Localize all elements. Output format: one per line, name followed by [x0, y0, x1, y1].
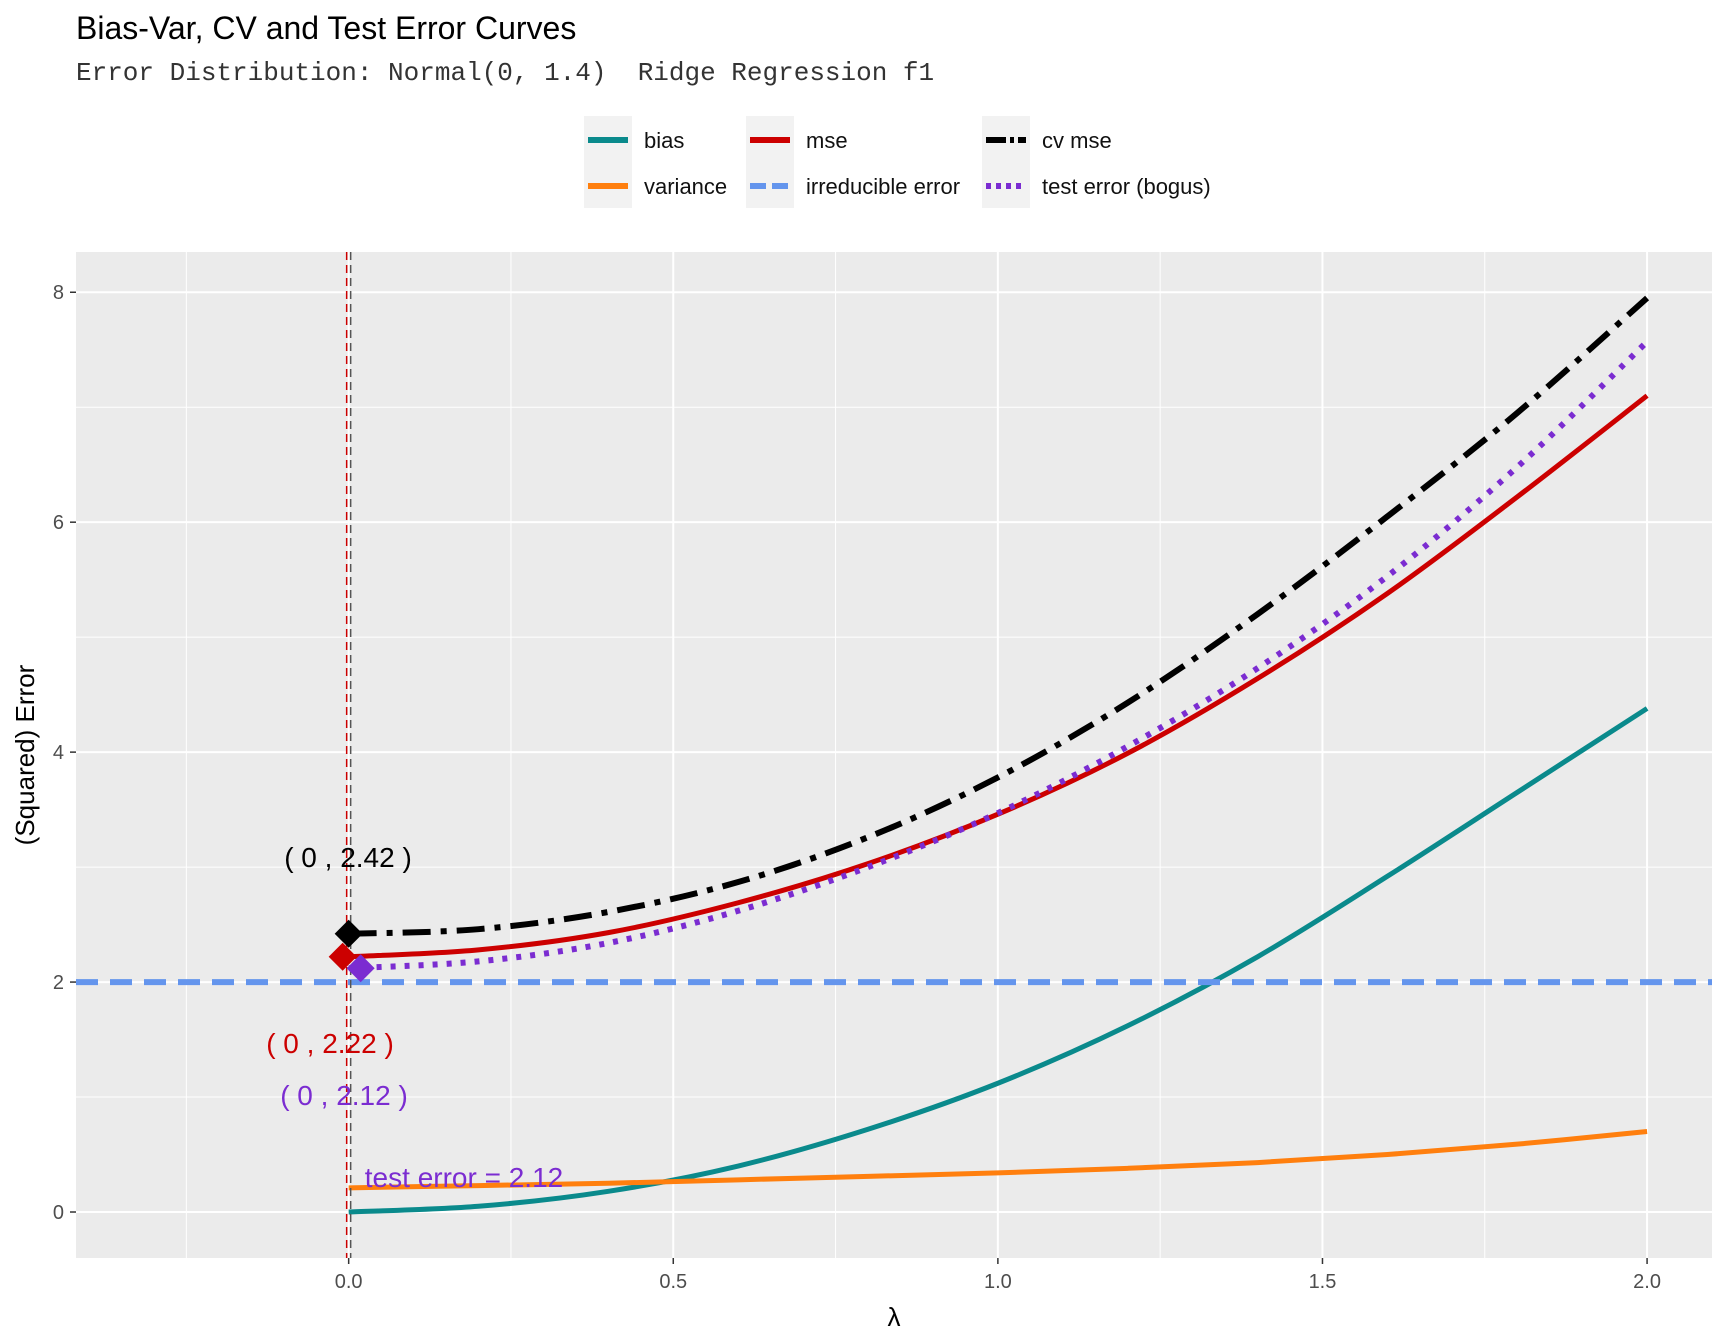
- annotation-3: ( 0 , 2.12 ): [280, 1080, 408, 1111]
- markers: [328, 919, 375, 983]
- chart-title: Bias-Var, CV and Test Error Curves: [76, 10, 577, 46]
- legend-label-irreducible-error: irreducible error: [806, 174, 960, 199]
- annotation-1: ( 0 , 2.42 ): [284, 842, 412, 873]
- legend-label-bias: bias: [644, 128, 684, 153]
- annotation-2: ( 0 , 2.22 ): [266, 1028, 394, 1059]
- marker-cv-mse: [334, 919, 363, 948]
- series-line-cv-mse: [348, 295, 1650, 937]
- y-tick-label: 6: [53, 512, 64, 534]
- series-line-mse: [348, 393, 1649, 960]
- legend-background: [576, 112, 1216, 208]
- annotation-4: test error = 2.12: [365, 1162, 563, 1193]
- legend-label-cv-mse: cv mse: [1042, 128, 1112, 153]
- x-tick-label: 1.5: [1309, 1271, 1337, 1293]
- legend-label-variance: variance: [644, 174, 727, 199]
- x-axis-title: λ: [888, 1302, 901, 1332]
- series-lines: [76, 252, 1712, 1258]
- y-tick-label: 8: [53, 282, 64, 304]
- y-tick-label: 4: [53, 742, 64, 764]
- legend-label-test-error-bogus: test error (bogus): [1042, 174, 1211, 199]
- axes: 0 2 4 6 8 0.0 0.5 1.0 1.5 2.0 λ (Squared) Error: [10, 282, 1661, 1332]
- x-tick-label: 2.0: [1633, 1271, 1661, 1293]
- x-tick-label: 0.0: [335, 1271, 363, 1293]
- chart-subtitle: Error Distribution: Normal(0, 1.4) Ridge…: [76, 58, 935, 88]
- marker-test-error-bogus: [346, 954, 375, 983]
- annotations: ( 0 , 2.42 ) ( 0 , 2.22 ) ( 0 , 2.12 ) test…: [266, 842, 563, 1193]
- series-line-variance: [348, 1129, 1648, 1191]
- y-axis-title: (Squared) Error: [10, 664, 40, 845]
- series-line-bias: [348, 706, 1649, 1215]
- y-tick-label: 2: [53, 972, 64, 994]
- legend: bias variance mse irreducible error cv mse te…: [576, 112, 1216, 208]
- marker-mse: [328, 942, 357, 971]
- x-tick-label: 0.5: [659, 1271, 687, 1293]
- legend-label-mse: mse: [806, 128, 848, 153]
- x-tick-label: 1.0: [984, 1271, 1012, 1293]
- series-line-test-error-bogus: [348, 339, 1650, 972]
- y-tick-label: 0: [53, 1202, 64, 1224]
